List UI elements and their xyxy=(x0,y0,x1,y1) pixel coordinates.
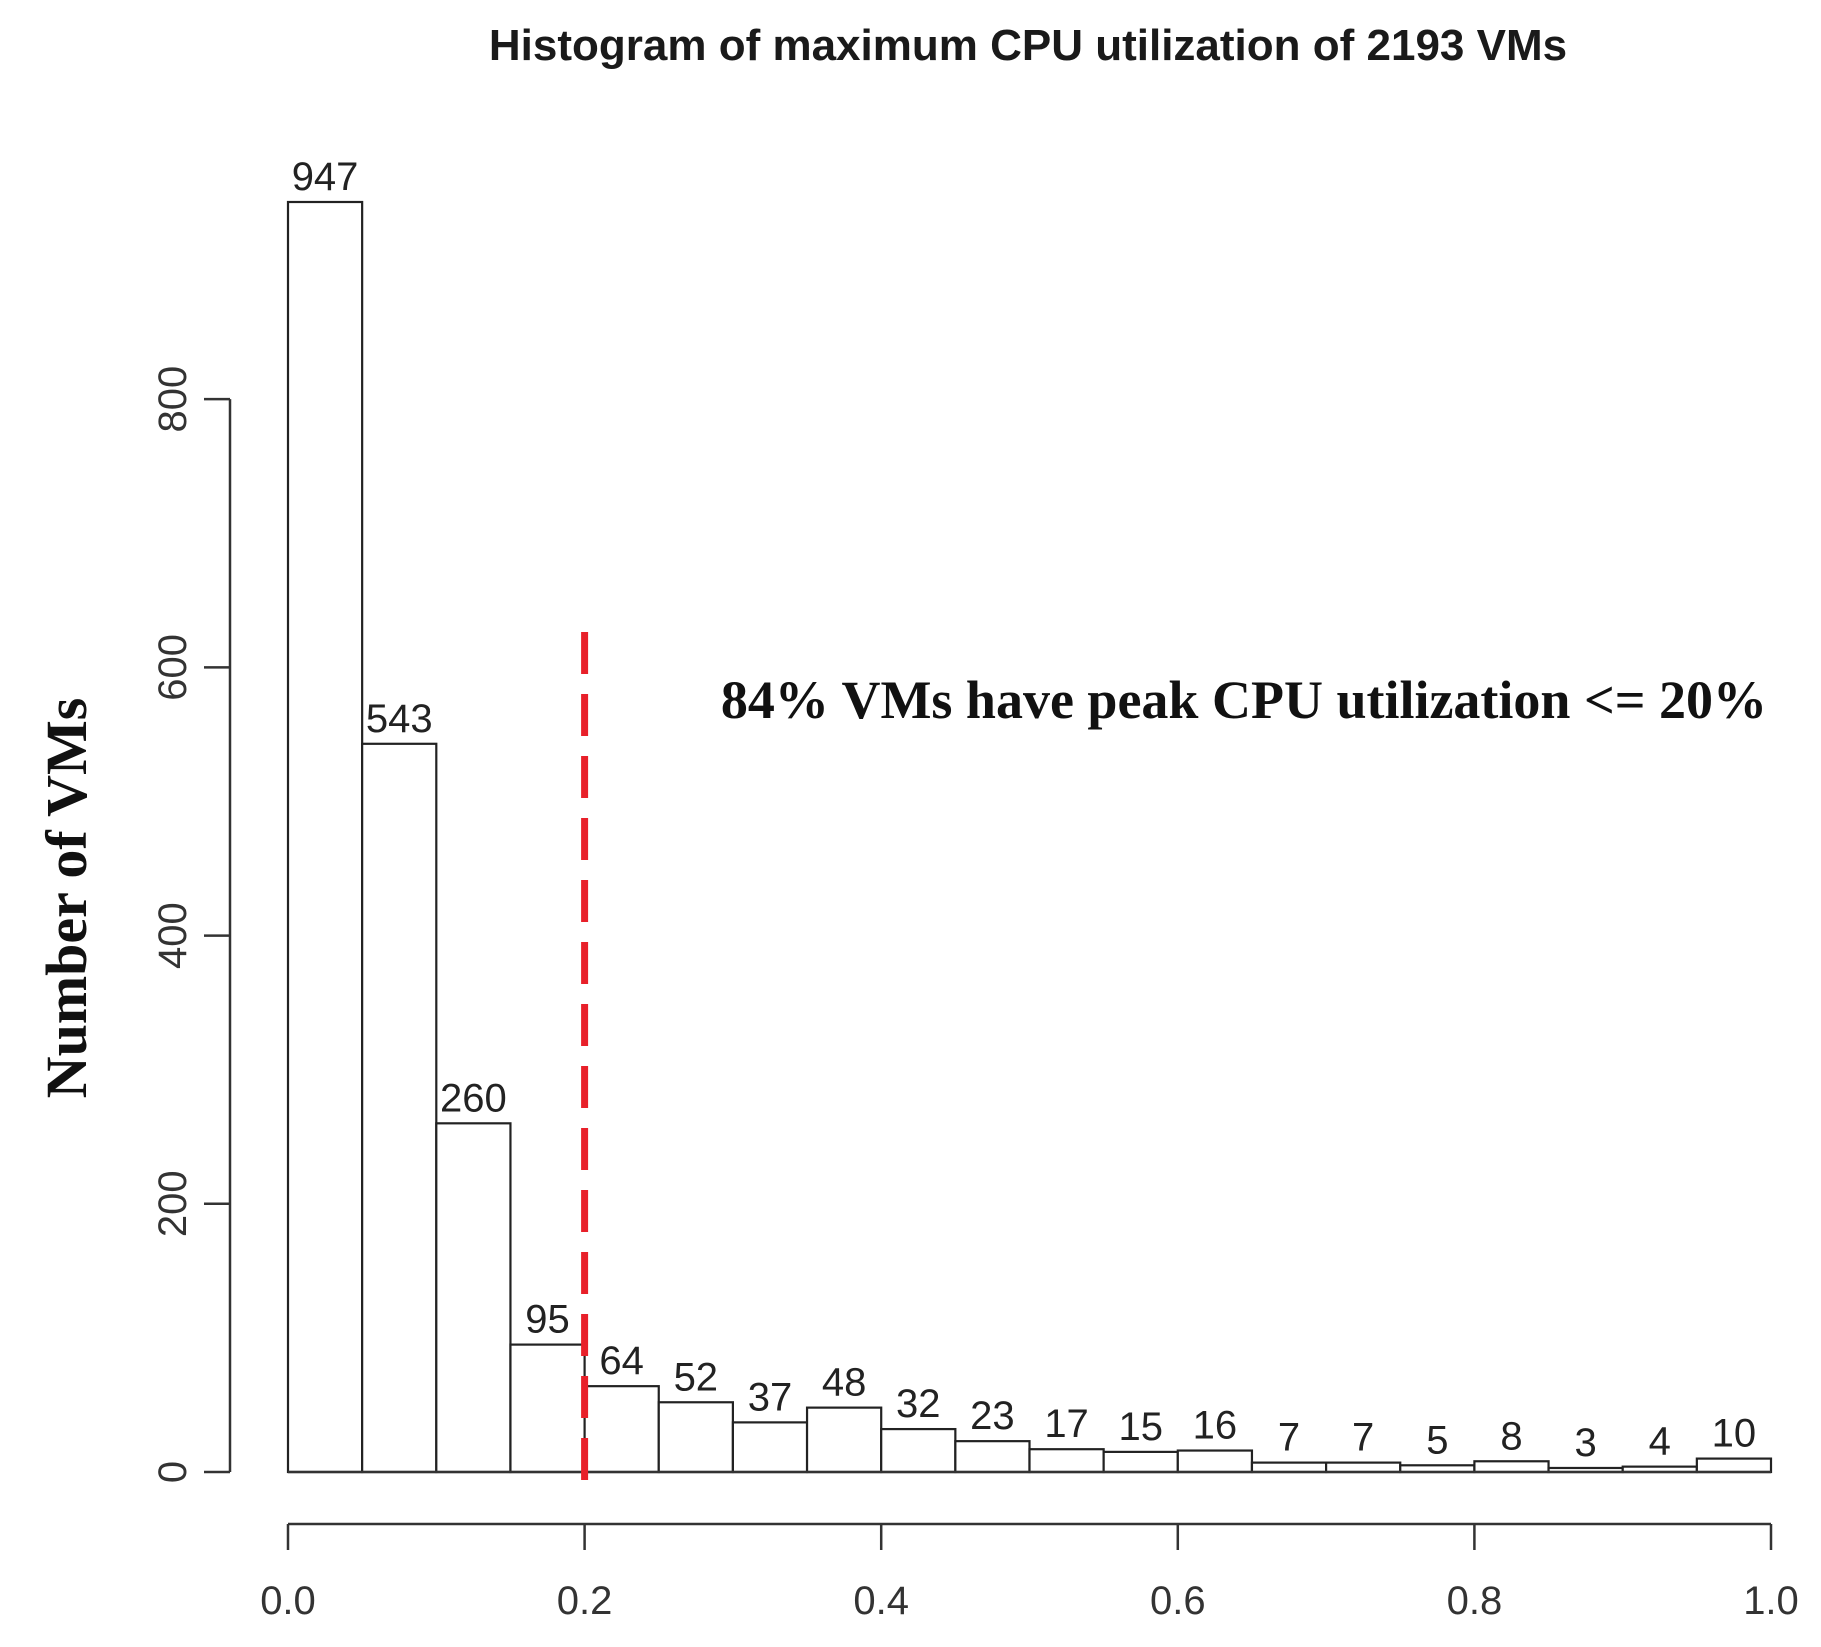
bar-value-label: 947 xyxy=(292,155,359,199)
bar-value-label: 64 xyxy=(599,1339,644,1383)
histogram-bar xyxy=(1176,1449,1254,1474)
y-tick-label: 800 xyxy=(151,366,195,433)
y-axis-label: Number of VMs xyxy=(34,698,99,1099)
histogram-bar xyxy=(509,1343,586,1474)
histogram-bar xyxy=(435,1122,512,1474)
histogram-bar xyxy=(1102,1450,1179,1474)
x-tick-label: 0.2 xyxy=(557,1579,613,1623)
histogram-bar xyxy=(1250,1461,1328,1474)
y-tick-label: 0 xyxy=(151,1461,195,1483)
annotation-text: 84% VMs have peak CPU utilization <= 20% xyxy=(721,670,1767,730)
x-tick-label: 1.0 xyxy=(1743,1579,1799,1623)
bar-value-label: 7 xyxy=(1278,1416,1300,1460)
histogram-bar xyxy=(880,1427,957,1474)
y-axis: 0 200 400 600 800 xyxy=(151,366,1771,1483)
y-tick-label: 600 xyxy=(151,634,195,701)
x-tick-label: 0.0 xyxy=(260,1579,316,1623)
bar-value-label: 95 xyxy=(525,1298,570,1342)
bar-value-label: 3 xyxy=(1575,1421,1597,1465)
histogram-bar xyxy=(954,1440,1031,1474)
bar-value-label: 10 xyxy=(1712,1412,1757,1456)
x-tick-label: 0.4 xyxy=(853,1579,909,1623)
histogram-bar xyxy=(805,1406,883,1474)
histogram-bar xyxy=(1695,1457,1773,1474)
x-tick-label: 0.6 xyxy=(1150,1579,1206,1623)
bar-value-label: 37 xyxy=(748,1375,793,1419)
bar-value-label: 15 xyxy=(1118,1405,1163,1449)
x-axis: 0.0 0.2 0.4 0.6 0.8 1.0 xyxy=(260,1522,1799,1623)
bars-group xyxy=(286,200,1773,1474)
histogram-bar xyxy=(286,200,364,1474)
bar-value-label: 5 xyxy=(1426,1418,1448,1462)
bar-value-label: 4 xyxy=(1649,1420,1671,1464)
bar-value-label: 543 xyxy=(366,697,433,741)
bar-value-label: 23 xyxy=(970,1394,1015,1438)
bar-value-label: 52 xyxy=(674,1355,719,1399)
bar-value-label: 16 xyxy=(1193,1404,1238,1448)
y-tick-label: 400 xyxy=(151,902,195,969)
histogram-bar xyxy=(657,1401,735,1474)
histogram-bar xyxy=(1324,1461,1402,1474)
x-tick-label: 0.8 xyxy=(1447,1579,1503,1623)
bar-value-label: 17 xyxy=(1044,1402,1089,1446)
bar-value-label: 8 xyxy=(1500,1414,1522,1458)
bar-value-label: 7 xyxy=(1352,1416,1374,1460)
histogram-bar xyxy=(1028,1448,1105,1474)
bar-value-label: 32 xyxy=(896,1382,941,1426)
bar-value-label: 260 xyxy=(440,1076,507,1120)
bar-value-label: 48 xyxy=(822,1361,867,1405)
histogram-bar xyxy=(583,1385,660,1474)
histogram-bar xyxy=(731,1421,809,1474)
chart-title: Histogram of maximum CPU utilization of … xyxy=(489,21,1567,70)
histogram-bar xyxy=(1473,1460,1550,1474)
y-tick-label: 200 xyxy=(151,1170,195,1237)
bar-labels-group: 947 543 260 95 64 52 37 48 32 23 17 15 16 7 7 5 8 3 4 10 xyxy=(292,155,1756,1465)
histogram-bar xyxy=(361,742,438,1474)
